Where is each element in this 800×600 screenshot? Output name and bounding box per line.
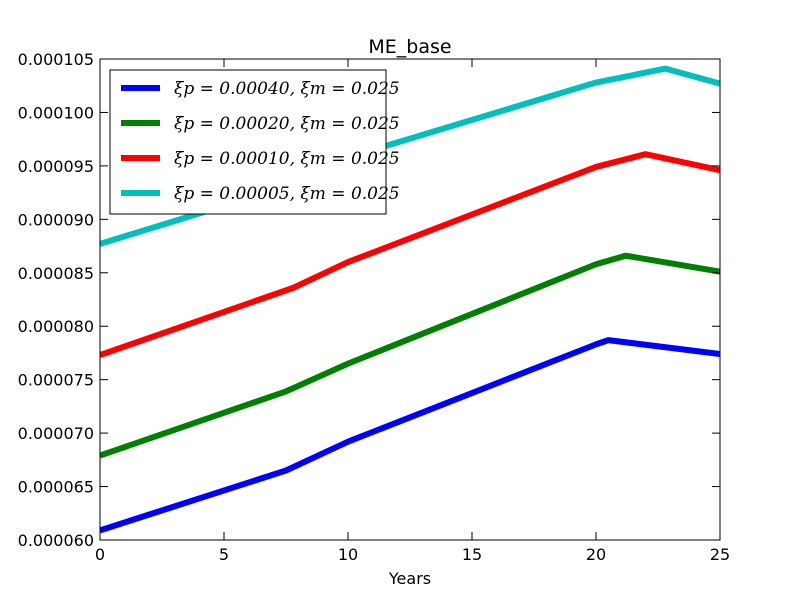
legend-label-2: ξp = 0.00020, ξm = 0.025	[174, 114, 400, 134]
x-tick-label: 20	[586, 545, 606, 564]
series-line-1	[100, 337, 720, 534]
x-tick-label: 15	[462, 545, 482, 564]
y-tick-label: 0.000075	[18, 371, 94, 390]
series-line-3	[100, 151, 720, 358]
y-tick-label: 0.000100	[18, 103, 94, 122]
legend: ξp = 0.00040, ξm = 0.025 ξp = 0.00020, ξm…	[109, 69, 400, 215]
y-tick-label: 0.000090	[18, 210, 94, 229]
y-tick-label: 0.000070	[18, 424, 94, 443]
y-tick-label: 0.000085	[18, 264, 94, 283]
plot-frame	[99, 58, 721, 541]
x-axis: 0 5 10 15 20 25	[95, 59, 730, 564]
x-axis-label: Years	[388, 569, 431, 588]
chart-title: ME_base	[368, 36, 451, 58]
x-tick-label: 5	[219, 545, 229, 564]
y-tick-label: 0.000105	[18, 50, 94, 69]
y-tick-label: 0.000065	[18, 478, 94, 497]
legend-label-4: ξp = 0.00005, ξm = 0.025	[174, 184, 400, 204]
series-line-2	[100, 252, 720, 459]
legend-label-1: ξp = 0.00040, ξm = 0.025	[174, 79, 400, 99]
x-tick-label: 10	[338, 545, 358, 564]
y-tick-label: 0.000080	[18, 317, 94, 336]
y-tick-label: 0.000060	[18, 531, 94, 550]
legend-label-3: ξp = 0.00010, ξm = 0.025	[174, 149, 400, 169]
x-tick-label: 0	[95, 545, 105, 564]
x-tick-label: 25	[710, 545, 730, 564]
y-tick-label: 0.000095	[18, 157, 94, 176]
y-axis: 0.000060 0.000065 0.000070 0.000075 0.000080…	[18, 50, 720, 550]
